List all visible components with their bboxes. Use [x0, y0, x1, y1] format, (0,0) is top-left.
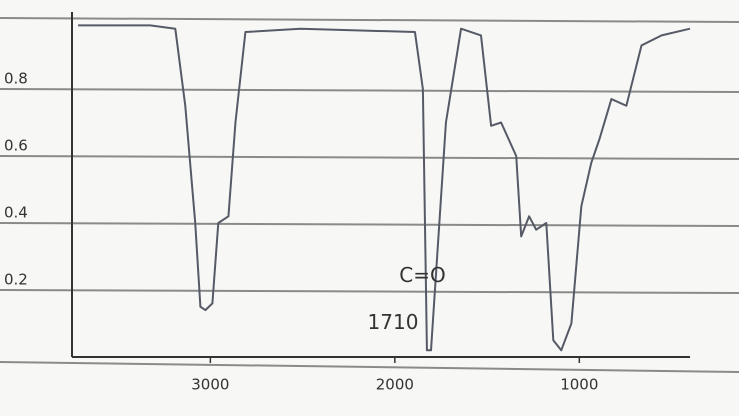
x-tick-label: 3000	[191, 376, 229, 394]
annotation: 1710	[368, 310, 419, 334]
y-tick-label: 0.2	[4, 271, 28, 289]
y-tick-label: 0.8	[4, 70, 28, 88]
x-tick-label: 1000	[560, 376, 598, 394]
chart: 0.2 0.4 0.6 0.8 3000 2000 1000 C=O 1710	[0, 0, 739, 416]
annotation: C=O	[399, 263, 445, 287]
paper	[0, 0, 739, 416]
x-tick-label: 2000	[376, 376, 414, 394]
y-tick-label: 0.6	[4, 137, 28, 155]
y-tick-label: 0.4	[4, 204, 28, 222]
